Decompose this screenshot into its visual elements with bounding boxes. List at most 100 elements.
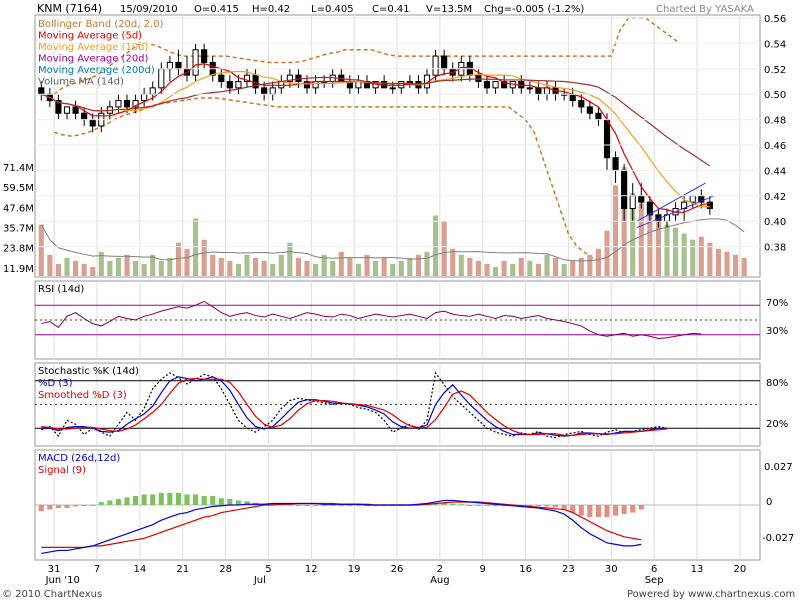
header-high: H=0.42 xyxy=(252,4,290,15)
legend-entry: Moving Average (200d) xyxy=(38,65,155,76)
volume-bar xyxy=(424,251,430,276)
volume-bar xyxy=(98,251,104,276)
volume-bar xyxy=(673,227,679,276)
volume-bar xyxy=(578,257,584,276)
volume-tick-label: 47.6M xyxy=(3,203,34,214)
x-tick-label: 31 xyxy=(48,564,61,575)
candle-body xyxy=(175,61,182,70)
candle-body xyxy=(55,100,62,114)
volume-bar xyxy=(655,221,661,276)
x-axis-ticks: 31 7 14 21 28 5 12 19 26 2 9 16 23 30 6 13 20 Jun '10 Jul A… xyxy=(45,564,747,586)
volume-bar xyxy=(73,260,79,276)
volume-bar xyxy=(433,215,439,276)
volume-axis-ticks: 71.4M 59.5M 47.6M 35.7M 23.8M 11.9M xyxy=(3,163,34,275)
x-tick-label: 9 xyxy=(480,564,486,575)
macd-histogram-bar xyxy=(544,505,550,507)
volume-bar xyxy=(167,257,173,276)
ma-5d xyxy=(41,63,710,213)
stochastic-series xyxy=(35,371,760,439)
volume-bar xyxy=(193,218,199,276)
volume-bar xyxy=(493,266,499,276)
volume-bar xyxy=(741,257,747,276)
volume-bar xyxy=(373,260,379,276)
volume-bar xyxy=(330,260,336,276)
volume-bar xyxy=(681,233,687,276)
macd-histogram-bar xyxy=(193,494,199,505)
macd-histogram-bar xyxy=(613,505,619,516)
x-tick-label: 7 xyxy=(94,564,100,575)
macd-histogram-bar xyxy=(493,505,499,506)
candle-body xyxy=(235,81,242,89)
volume-bar xyxy=(381,257,387,276)
month-label: Aug xyxy=(430,575,450,586)
price-tick-label: 0.48 xyxy=(764,116,786,127)
candle-body xyxy=(526,87,533,90)
trend-line-upper xyxy=(636,182,706,222)
candle-body xyxy=(535,87,542,95)
candle-body xyxy=(243,74,251,83)
price-tick-label: 0.44 xyxy=(764,166,786,177)
legend-entry: Moving Average (20d) xyxy=(38,54,149,65)
macd-series xyxy=(35,492,760,555)
macd-histogram-bar xyxy=(270,503,276,505)
volume-bar xyxy=(244,254,250,276)
x-tick-label: 14 xyxy=(133,564,146,575)
macd-histogram-bar xyxy=(441,502,447,505)
volume-bar xyxy=(38,224,44,276)
macd-histogram-bar xyxy=(107,500,113,505)
volume-bar xyxy=(630,192,636,276)
macd-histogram-bar xyxy=(450,503,456,505)
x-tick-label: 12 xyxy=(305,564,318,575)
candle-body xyxy=(38,87,45,95)
candle-body xyxy=(638,195,645,203)
moving-averages xyxy=(41,63,715,229)
bollinger-upper xyxy=(53,17,681,95)
macd-histogram-bar xyxy=(621,505,627,515)
volume-bar xyxy=(261,260,267,276)
macd-histogram-bar xyxy=(338,505,344,506)
volume-bar xyxy=(218,257,224,276)
volume-bar xyxy=(175,242,181,276)
candle-body xyxy=(192,49,199,76)
macd-histogram-bar xyxy=(218,498,224,505)
macd-title: MACD (26d,12d) xyxy=(38,453,120,464)
volume-bar xyxy=(304,260,310,276)
macd-histogram-bar xyxy=(81,505,87,506)
volume-bar xyxy=(115,257,121,276)
volume-bar xyxy=(733,254,739,276)
candle-body xyxy=(646,201,653,216)
macd-tick-top: 0.027 xyxy=(764,462,793,473)
header-date: 15/09/2010 xyxy=(120,4,178,15)
volume-bar xyxy=(347,257,353,276)
macd-histogram-bar xyxy=(227,498,233,505)
candle-body xyxy=(578,100,585,108)
volume-bar xyxy=(64,257,70,276)
volume-bar xyxy=(150,254,156,276)
volume-bar xyxy=(90,266,96,276)
candle-body xyxy=(389,87,396,90)
candle-body xyxy=(629,195,636,210)
candle-body xyxy=(595,112,602,121)
rsi-series xyxy=(35,300,760,340)
volume-bar xyxy=(295,257,301,276)
legend-entry: Moving Average (5d) xyxy=(38,31,142,42)
macd-histogram-bar xyxy=(150,494,156,505)
price-tick-label: 0.38 xyxy=(764,243,786,254)
candle-body xyxy=(303,81,311,89)
macd-histogram-bar xyxy=(210,495,216,505)
x-tick-label: 6 xyxy=(651,564,657,575)
macd-tick-zero: 0 xyxy=(766,497,772,508)
macd-histogram-bar xyxy=(467,505,473,506)
x-tick-label: 16 xyxy=(519,564,532,575)
macd-histogram-bar xyxy=(98,501,104,505)
macd-histogram-bar xyxy=(578,505,584,516)
macd-histogram-bar xyxy=(630,505,636,513)
macd-histogram-bar xyxy=(595,505,601,518)
bollinger-bands xyxy=(53,17,681,261)
volume-bar xyxy=(501,260,507,276)
candle-body xyxy=(72,106,79,114)
month-label: Jul xyxy=(253,575,266,586)
candle-body xyxy=(141,93,148,102)
volume-bar xyxy=(398,260,404,276)
volume-bar xyxy=(518,257,524,276)
